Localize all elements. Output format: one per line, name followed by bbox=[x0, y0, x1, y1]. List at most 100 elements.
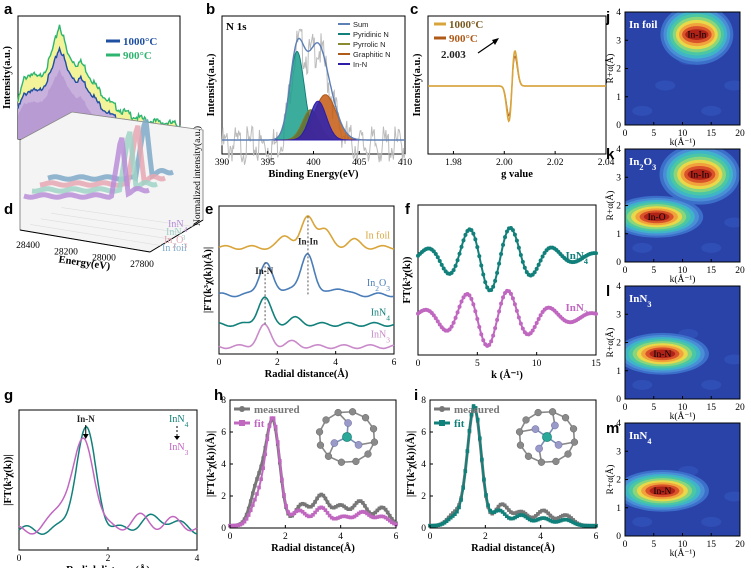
x-tick-label: 0 bbox=[623, 540, 628, 550]
fit-point bbox=[383, 515, 388, 520]
annotation-in-n: In-N bbox=[77, 414, 96, 424]
y-axis-label: R+α(Å) bbox=[604, 191, 616, 221]
chi-inn3-point bbox=[534, 321, 539, 326]
x-tick-label: 0 bbox=[623, 403, 628, 413]
chi-inn3-point bbox=[469, 296, 474, 301]
fit-point bbox=[392, 521, 396, 526]
fit-point bbox=[502, 512, 507, 516]
y-tick-label: 6 bbox=[421, 428, 426, 438]
chi-inn4-point bbox=[532, 270, 537, 275]
measured-point bbox=[261, 456, 265, 461]
x-tick-label: 6 bbox=[394, 532, 399, 542]
chi-inn4-point bbox=[493, 278, 498, 283]
y-axis-label: |FT(k³χ(k))(Å)| bbox=[405, 431, 417, 497]
chi-inn4-point bbox=[512, 232, 517, 237]
molecule-indium-atom bbox=[342, 432, 352, 442]
measured-point bbox=[354, 501, 359, 505]
molecule-nitrogen-atom bbox=[535, 444, 543, 453]
fit-point bbox=[469, 412, 474, 417]
fit-point bbox=[561, 518, 565, 522]
measured-point bbox=[451, 511, 455, 515]
fit-point bbox=[354, 513, 359, 517]
chi-inn3-point bbox=[477, 324, 482, 329]
measured-point bbox=[336, 503, 340, 508]
x-tick-label: 6 bbox=[392, 358, 397, 368]
plot-frame bbox=[417, 204, 597, 356]
fit-point bbox=[583, 523, 588, 528]
measured-point bbox=[304, 503, 309, 508]
fit-point bbox=[509, 516, 513, 521]
molecule-carbon-atom bbox=[334, 408, 342, 417]
series-label: InN3 bbox=[371, 330, 391, 345]
measured-point bbox=[536, 512, 540, 516]
fit-point bbox=[244, 517, 249, 521]
panel-label-k: k bbox=[606, 146, 615, 163]
fit-point bbox=[385, 517, 390, 521]
x-tick-label: 10 bbox=[678, 266, 688, 276]
fit-point bbox=[230, 523, 234, 528]
measured-point bbox=[515, 510, 519, 515]
panel-label-b: b bbox=[206, 1, 215, 18]
series-label: In foil bbox=[365, 231, 390, 242]
fit-point bbox=[542, 516, 546, 520]
measured-point bbox=[257, 471, 261, 475]
measured-point bbox=[361, 500, 365, 505]
panel-label-f: f bbox=[405, 201, 411, 218]
chi-inn3-point bbox=[514, 308, 519, 313]
measured-point bbox=[548, 513, 553, 518]
plot-frame bbox=[427, 15, 607, 155]
heatmap-ripple bbox=[632, 242, 653, 253]
x-axis-label: Radial distance(Å) bbox=[271, 542, 355, 554]
fit-point bbox=[280, 477, 284, 482]
fit-point bbox=[302, 511, 307, 516]
fit-point bbox=[323, 508, 328, 512]
x-tick-label: 4 bbox=[195, 554, 200, 564]
chi-inn3-point bbox=[536, 317, 541, 322]
arrow-head bbox=[174, 436, 180, 440]
series-label: InN4 bbox=[371, 308, 391, 323]
measured-point bbox=[385, 510, 390, 515]
chi-inn4-point bbox=[594, 251, 598, 256]
x-axis-label: g value bbox=[501, 169, 533, 180]
y-tick-label: 2 bbox=[616, 65, 621, 75]
fit-point bbox=[236, 523, 241, 528]
measured-point bbox=[296, 504, 301, 509]
fit-point bbox=[390, 520, 394, 525]
fit-point bbox=[496, 508, 501, 513]
fit-point bbox=[461, 486, 465, 490]
fit-point bbox=[290, 512, 295, 517]
fit-point bbox=[315, 508, 319, 512]
heatmap-body: In-N bbox=[625, 423, 740, 536]
panel-b: 390 395 400 405 410 Binding Energy(eV) Intensi… bbox=[206, 15, 412, 180]
measured-point bbox=[373, 510, 378, 515]
fit-point bbox=[432, 523, 436, 528]
measured-point bbox=[390, 517, 394, 521]
measured-point bbox=[348, 507, 353, 511]
heatmap-ripple bbox=[632, 379, 653, 390]
molecule-nitrogen-atom bbox=[554, 441, 563, 449]
chi-inn3-point bbox=[487, 342, 492, 347]
x-tick-label: 2.02 bbox=[547, 158, 564, 168]
measured-point bbox=[317, 493, 322, 498]
fit-point bbox=[480, 457, 484, 462]
chi-inn3-point bbox=[493, 326, 498, 331]
fit-point bbox=[238, 522, 243, 527]
fit-point bbox=[579, 523, 584, 528]
x-tick-label: 10 bbox=[678, 129, 688, 139]
fit-point bbox=[284, 503, 288, 508]
x-tick-label: 0 bbox=[228, 532, 233, 542]
measured-point bbox=[302, 502, 307, 507]
y-axis-label: Normalized intensity(a.u.) bbox=[192, 126, 203, 226]
fit-point bbox=[517, 513, 522, 518]
grid-line bbox=[61, 207, 193, 227]
chi-inn4-point bbox=[495, 270, 500, 275]
measured-point bbox=[507, 508, 511, 512]
fit-point bbox=[257, 485, 261, 490]
molecule-carbon-atom bbox=[316, 441, 325, 449]
molecule-nitrogen-atom bbox=[330, 439, 339, 447]
chi-inn3-point bbox=[518, 321, 523, 326]
x-tick-label: 0 bbox=[217, 358, 222, 368]
fit-point bbox=[296, 508, 301, 513]
fit-point bbox=[546, 517, 551, 522]
contour-level bbox=[649, 349, 676, 359]
